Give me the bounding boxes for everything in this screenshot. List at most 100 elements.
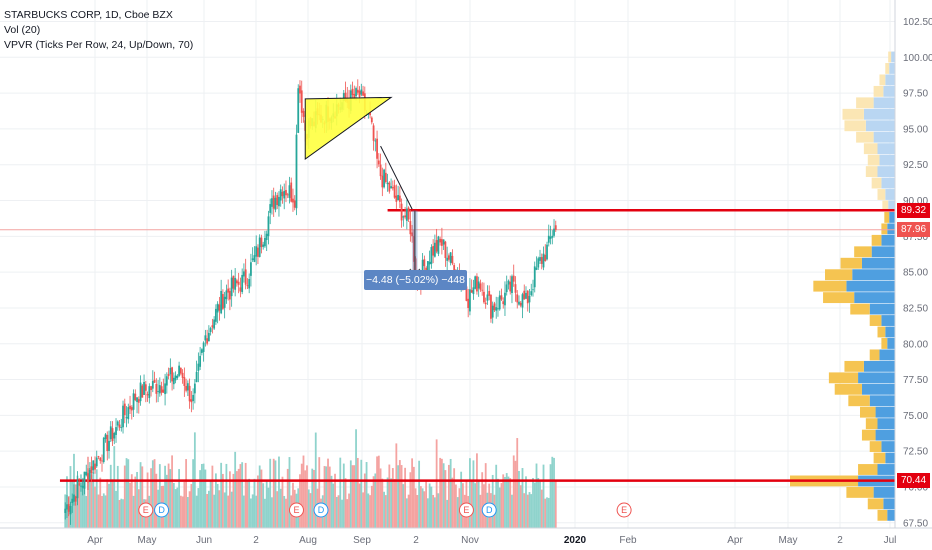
- volume-bar: [169, 469, 172, 528]
- grid-lines: [0, 0, 895, 528]
- volume-bar: [414, 488, 417, 528]
- volume-bar: [90, 474, 93, 528]
- candle-body: [484, 302, 487, 305]
- candle-body: [227, 288, 230, 293]
- candle-body: [372, 125, 375, 141]
- candle-body: [423, 259, 426, 267]
- volume-bar: [344, 478, 347, 528]
- drawing-tools[interactable]: [304, 96, 421, 277]
- volume-bar: [94, 486, 96, 528]
- earnings-marker: E: [288, 502, 304, 518]
- candle-body: [530, 291, 533, 296]
- candle-body: [276, 195, 279, 206]
- vpvr-indicator-label[interactable]: VPVR (Ticks Per Row, 24, Up/Down, 70): [4, 39, 194, 51]
- support-price-tag: 70.44: [897, 473, 930, 489]
- candle-body: [377, 160, 380, 165]
- volume-bar: [460, 471, 463, 528]
- volume-bar: [132, 495, 135, 528]
- volume-bar: [179, 495, 182, 528]
- volume-bar: [332, 483, 335, 528]
- volume-bar: [271, 497, 273, 528]
- volume-bar: [469, 458, 471, 528]
- candle-body: [540, 257, 543, 264]
- volume-bar: [525, 476, 527, 528]
- candle-body: [426, 261, 429, 274]
- candle-body: [129, 405, 131, 410]
- volume-bar: [264, 498, 266, 528]
- volume-bar: [122, 499, 124, 528]
- candle-body: [200, 349, 203, 353]
- candle-body: [160, 386, 163, 393]
- candle-body: [195, 371, 198, 383]
- symbol-title[interactable]: STARBUCKS CORP, 1D, Cboe BZX: [4, 9, 173, 21]
- volume-bar: [327, 458, 329, 528]
- candle-body: [248, 279, 251, 289]
- vp-up-bar: [858, 372, 895, 384]
- candle-body: [374, 140, 377, 142]
- price-tick-label: 85.00: [903, 268, 928, 279]
- candle-body: [278, 196, 280, 207]
- volume-bar: [116, 465, 119, 528]
- volume-bar: [391, 468, 394, 528]
- volume-bar: [514, 460, 517, 528]
- candle-body: [384, 172, 387, 183]
- volume-bar: [176, 487, 179, 528]
- candle-body: [376, 138, 378, 159]
- volume-bar: [509, 478, 512, 528]
- vp-up-bar: [889, 211, 895, 223]
- candle-body: [136, 397, 138, 403]
- volume-bar: [286, 468, 289, 528]
- vp-down-bar: [865, 418, 878, 430]
- candle-body: [395, 195, 398, 202]
- volume-bar: [278, 456, 280, 528]
- volume-bar: [285, 498, 287, 528]
- candle-body: [237, 281, 240, 285]
- volume-indicator-label[interactable]: Vol (20): [4, 24, 41, 36]
- volume-bar: [125, 458, 128, 528]
- horizontal-lines: [0, 209, 895, 482]
- volume-bar: [241, 462, 244, 528]
- candle-body: [204, 335, 207, 341]
- vp-down-bar: [823, 292, 855, 304]
- volume-bar: [214, 473, 217, 528]
- volume-bar: [533, 482, 536, 528]
- candle-body: [481, 289, 484, 291]
- volume-bar: [236, 471, 238, 528]
- candle-body: [265, 233, 268, 241]
- time-axis[interactable]: Apr May Jun 2 Aug Sep 2 Nov 2020 Feb Apr May 2 Jul: [87, 535, 896, 546]
- volume-bar: [102, 493, 105, 528]
- marker-circle: [481, 502, 497, 518]
- candle-body: [288, 185, 291, 198]
- vp-up-bar: [889, 63, 895, 74]
- vp-down-bar: [888, 51, 892, 63]
- volume-bar: [174, 489, 177, 528]
- vp-up-bar: [887, 509, 895, 521]
- candle-body: [490, 294, 492, 319]
- vp-down-bar: [834, 383, 862, 395]
- volume-bar: [542, 464, 545, 528]
- volume-bar: [151, 460, 154, 528]
- vp-down-bar: [856, 97, 874, 109]
- volume-bar: [229, 471, 231, 528]
- price-tick-label: 80.00: [903, 339, 928, 350]
- candle-body: [483, 291, 485, 303]
- candle-body: [141, 385, 144, 398]
- volume-bar: [439, 457, 442, 528]
- marker-letter: D: [318, 505, 325, 515]
- volume-bar: [258, 465, 261, 528]
- volume-bar: [192, 459, 195, 528]
- volume-bar: [477, 481, 480, 528]
- candle-body: [108, 440, 110, 451]
- vp-up-bar: [873, 131, 895, 143]
- candle-body: [469, 289, 471, 312]
- marker-circle: [138, 502, 154, 518]
- volume-bar: [330, 475, 333, 528]
- vp-down-bar: [863, 143, 878, 155]
- volume-bar: [183, 481, 186, 528]
- candle-body: [155, 383, 158, 394]
- candle-body: [435, 240, 438, 252]
- price-axis[interactable]: 67.5070.0072.5075.0077.5080.0082.5085.00…: [903, 17, 932, 529]
- volume-bar: [158, 464, 161, 528]
